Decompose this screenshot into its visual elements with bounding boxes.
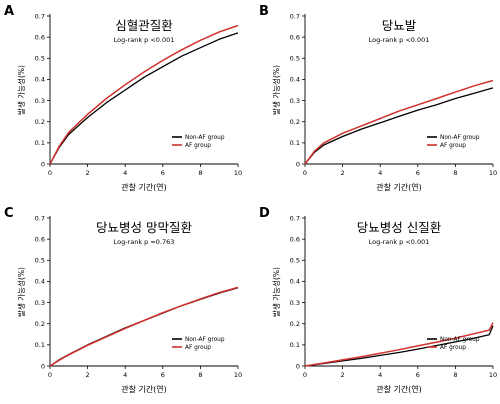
panel-b: B 0 0.1 0.2 0.3 0.4 0.5 0.6 0.7 0 2 4 6 8 10 관찰 기간(연) 발생… <box>259 4 497 192</box>
chart-title: 당뇨병성 망막질환 <box>96 220 192 235</box>
panel-letter: D <box>259 206 270 221</box>
x-tick-label: 2 <box>341 371 345 379</box>
x-axis-label: 관찰 기간(연) <box>121 182 167 192</box>
x-tick-label: 0 <box>303 169 307 177</box>
x-tick-label: 8 <box>198 371 202 379</box>
series-line-af <box>49 24 239 165</box>
y-tick-label: 0.1 <box>290 139 300 147</box>
y-tick-label: 0.3 <box>290 97 300 105</box>
y-tick-label: 0.4 <box>35 76 45 84</box>
legend-label: Non-AF group <box>185 337 225 343</box>
x-tick-label: 8 <box>453 169 457 177</box>
y-tick-label: 0.6 <box>35 33 45 41</box>
y-tick-label: 0.2 <box>35 320 45 328</box>
y-tick-label: 0.4 <box>290 76 300 84</box>
x-tick-label: 10 <box>489 371 497 379</box>
y-axis-label: 발생 가능성(%) <box>16 65 26 115</box>
x-axis-label: 관찰 기간(연) <box>376 384 422 394</box>
log-rank-annotation: Log-rank p =0.763 <box>114 238 175 246</box>
x-tick-label: 10 <box>489 169 497 177</box>
panel-letter: B <box>259 4 269 19</box>
series-line-non-af <box>49 32 239 165</box>
panel-d: D 0 0.1 0.2 0.3 0.4 0.5 0.6 0.7 0 2 4 6 8 10 관찰 기간(연) 발생… <box>259 206 497 394</box>
x-tick-label: 2 <box>341 169 345 177</box>
y-tick-label: 0.6 <box>290 235 300 243</box>
y-tick-label: 0.5 <box>35 55 45 63</box>
series-line-non-af <box>49 287 239 367</box>
y-tick-label: 0.6 <box>35 235 45 243</box>
y-axis-label: 발생 가능성(%) <box>271 267 281 317</box>
y-tick-label: 0.3 <box>35 97 45 105</box>
x-tick-label: 0 <box>303 371 307 379</box>
y-tick-label: 0.5 <box>290 257 300 265</box>
y-tick-label: 0 <box>296 362 300 370</box>
panel-c: C 0 0.1 0.2 0.3 0.4 0.5 0.6 0.7 0 2 4 6 8 10 관찰 기간(연) 발생… <box>4 206 242 394</box>
y-tick-label: 0.3 <box>290 299 300 307</box>
y-tick-label: 0.4 <box>35 278 45 286</box>
x-tick-label: 6 <box>161 169 165 177</box>
y-tick-label: 0 <box>41 362 45 370</box>
x-tick-label: 2 <box>86 169 90 177</box>
y-tick-label: 0.5 <box>290 55 300 63</box>
x-tick-label: 8 <box>453 371 457 379</box>
y-tick-label: 0.2 <box>35 118 45 126</box>
y-tick-label: 0.1 <box>290 341 300 349</box>
series-line-af <box>304 322 494 367</box>
x-tick-label: 0 <box>48 169 52 177</box>
x-tick-label: 0 <box>48 371 52 379</box>
chart-title: 심혈관질환 <box>115 18 173 33</box>
legend-label: Non-AF group <box>440 135 480 141</box>
y-tick-label: 0 <box>41 160 45 168</box>
y-tick-label: 0.4 <box>290 278 300 286</box>
y-tick-label: 0.2 <box>290 320 300 328</box>
x-tick-label: 4 <box>378 169 382 177</box>
log-rank-annotation: Log-rank p <0.001 <box>369 238 430 246</box>
series-line-non-af <box>304 87 494 165</box>
y-tick-label: 0.7 <box>35 12 45 20</box>
log-rank-annotation: Log-rank p <0.001 <box>114 36 175 44</box>
y-tick-label: 0.3 <box>35 299 45 307</box>
y-tick-label: 0.7 <box>290 214 300 222</box>
legend-label: Non-AF group <box>185 135 225 141</box>
y-tick-label: 0 <box>296 160 300 168</box>
legend-label: AF group <box>185 345 211 351</box>
x-tick-label: 6 <box>416 371 420 379</box>
chart-title: 당뇨발 <box>382 18 417 33</box>
y-tick-label: 0.1 <box>35 341 45 349</box>
y-tick-label: 0.5 <box>35 257 45 265</box>
y-tick-label: 0.7 <box>35 214 45 222</box>
x-tick-label: 6 <box>416 169 420 177</box>
x-tick-label: 6 <box>161 371 165 379</box>
log-rank-annotation: Log-rank p <0.001 <box>369 36 430 44</box>
y-axis-label: 발생 가능성(%) <box>16 267 26 317</box>
x-tick-label: 10 <box>234 371 242 379</box>
y-tick-label: 0.7 <box>290 12 300 20</box>
x-axis-label: 관찰 기간(연) <box>376 182 422 192</box>
y-tick-label: 0.1 <box>35 139 45 147</box>
panel-letter: C <box>4 206 14 221</box>
panel-letter: A <box>4 4 14 19</box>
panel-a: A 0 0.1 0.2 0.3 0.4 0.5 0.6 0.7 0 2 4 6 8 10 관찰 기간(연) 발생… <box>4 4 242 192</box>
x-tick-label: 8 <box>198 169 202 177</box>
legend-label: AF group <box>185 143 211 149</box>
chart-title: 당뇨병성 신질환 <box>357 220 442 235</box>
series-line-af <box>304 79 494 165</box>
x-tick-label: 10 <box>234 169 242 177</box>
series-line-af <box>49 286 239 367</box>
y-axis-label: 발생 가능성(%) <box>271 65 281 115</box>
x-tick-label: 4 <box>378 371 382 379</box>
x-tick-label: 2 <box>86 371 90 379</box>
legend-label: Non-AF group <box>440 337 480 343</box>
legend-label: AF group <box>440 345 466 351</box>
y-tick-label: 0.6 <box>290 33 300 41</box>
y-tick-label: 0.2 <box>290 118 300 126</box>
x-axis-label: 관찰 기간(연) <box>121 384 167 394</box>
x-tick-label: 4 <box>123 169 127 177</box>
legend-label: AF group <box>440 143 466 149</box>
x-tick-label: 4 <box>123 371 127 379</box>
